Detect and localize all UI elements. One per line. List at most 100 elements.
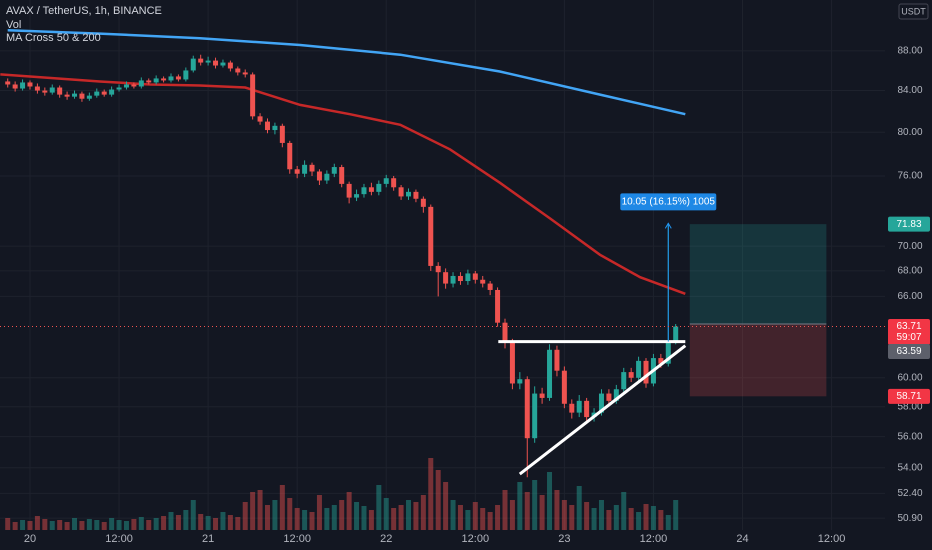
volume-bar <box>183 510 189 530</box>
volume-bar <box>131 519 137 530</box>
volume-bar <box>443 482 449 530</box>
volume-bar <box>287 498 293 530</box>
x-tick-label: 22 <box>380 533 392 545</box>
volume-bar <box>391 508 397 530</box>
candle-body <box>324 173 330 181</box>
volume-bar <box>613 505 619 530</box>
volume-bar <box>524 492 530 530</box>
volume-bar <box>27 521 33 530</box>
volume-bar <box>598 500 604 530</box>
candle-body <box>49 87 55 93</box>
x-tick-label: 21 <box>202 533 214 545</box>
candle-body <box>383 178 389 184</box>
candle-body <box>658 358 664 364</box>
volume-bar <box>658 510 664 530</box>
volume-bar <box>376 485 382 530</box>
volume-bar <box>480 508 486 530</box>
candle-body <box>235 68 241 73</box>
trendline <box>518 344 687 476</box>
y-tick-label: 88.00 <box>897 45 922 56</box>
measure-label: 10.05 (16.15%) 1005 <box>622 196 716 207</box>
x-tick-label: 12:00 <box>283 533 311 545</box>
candle-body <box>316 171 322 181</box>
candle-body <box>465 273 471 282</box>
volume-bar <box>220 512 226 530</box>
candle-body <box>673 326 679 342</box>
volume-bar <box>324 508 330 530</box>
volume-bar <box>435 470 441 530</box>
candle-body <box>376 183 382 192</box>
candle-body <box>576 400 582 413</box>
y-tick-label: 68.00 <box>897 266 922 277</box>
volume-bar <box>361 506 367 530</box>
volume-bar <box>576 486 582 530</box>
volume-bar <box>517 482 523 530</box>
x-tick-label: 23 <box>558 533 570 545</box>
volume-bar <box>339 500 345 530</box>
volume-bar <box>227 515 233 530</box>
x-tick-label: 20 <box>24 533 36 545</box>
volume-bar <box>665 515 671 530</box>
volume-bar <box>123 521 129 530</box>
volume-bar <box>457 505 463 530</box>
candle-body <box>146 80 152 83</box>
volume-bar <box>49 521 55 530</box>
volume-bar <box>138 517 144 530</box>
indicator-label: Vol <box>6 19 21 31</box>
volume-bar <box>569 505 575 530</box>
candle-body <box>502 322 508 343</box>
candle-body <box>20 82 26 89</box>
last-price-box <box>888 319 930 346</box>
volume-bar <box>316 495 322 530</box>
y-tick-label: 50.90 <box>897 513 922 524</box>
candle-body <box>398 187 404 197</box>
candle-body <box>302 164 308 174</box>
candle-body <box>420 198 426 207</box>
candle-body <box>547 349 553 398</box>
candle-body <box>561 370 567 404</box>
candle-body <box>406 191 412 197</box>
volume-bar <box>94 520 100 530</box>
candle-body <box>242 72 248 75</box>
y-tick-label: 84.00 <box>897 85 922 96</box>
chart-title: AVAX / TetherUS, 1h, BINANCE <box>6 5 162 17</box>
last-price-label: 63.71 <box>896 321 921 332</box>
volume-bar <box>34 516 40 530</box>
candle-body <box>331 167 337 174</box>
candle-body <box>34 86 40 91</box>
volume-bar <box>294 508 300 530</box>
candle-body <box>487 283 493 290</box>
candle-body <box>569 403 575 413</box>
volume-bar <box>109 518 115 530</box>
volume-bar <box>101 522 107 530</box>
volume-bar <box>42 519 48 530</box>
candle-body <box>183 70 189 80</box>
volume-bar <box>20 520 26 530</box>
volume-bar <box>420 495 426 530</box>
volume-bar <box>198 514 204 530</box>
volume-bar <box>242 502 248 530</box>
volume-bar <box>168 512 174 530</box>
volume-bar <box>650 506 656 530</box>
volume-bar <box>257 490 263 530</box>
stop-price-label-box <box>888 388 930 404</box>
volume-bar <box>561 500 567 530</box>
candle-body <box>554 349 560 371</box>
volume-bar <box>472 502 478 530</box>
candle-body <box>524 379 530 439</box>
y-tick-label: 70.00 <box>897 241 922 252</box>
volume-bar <box>547 472 553 530</box>
candle-body <box>428 206 434 266</box>
volume-bar <box>636 512 642 530</box>
target-price-label: 71.83 <box>896 219 921 230</box>
y-tick-label: 56.00 <box>897 431 922 442</box>
volume-bar <box>331 505 337 530</box>
volume-bar <box>12 522 18 530</box>
position-target-zone <box>689 224 827 325</box>
candle-body <box>584 400 590 418</box>
volume-bar <box>628 508 634 530</box>
x-tick-label: 24 <box>736 533 748 545</box>
candle-body <box>116 87 122 90</box>
moving-average <box>7 28 686 116</box>
candle-body <box>257 116 263 122</box>
